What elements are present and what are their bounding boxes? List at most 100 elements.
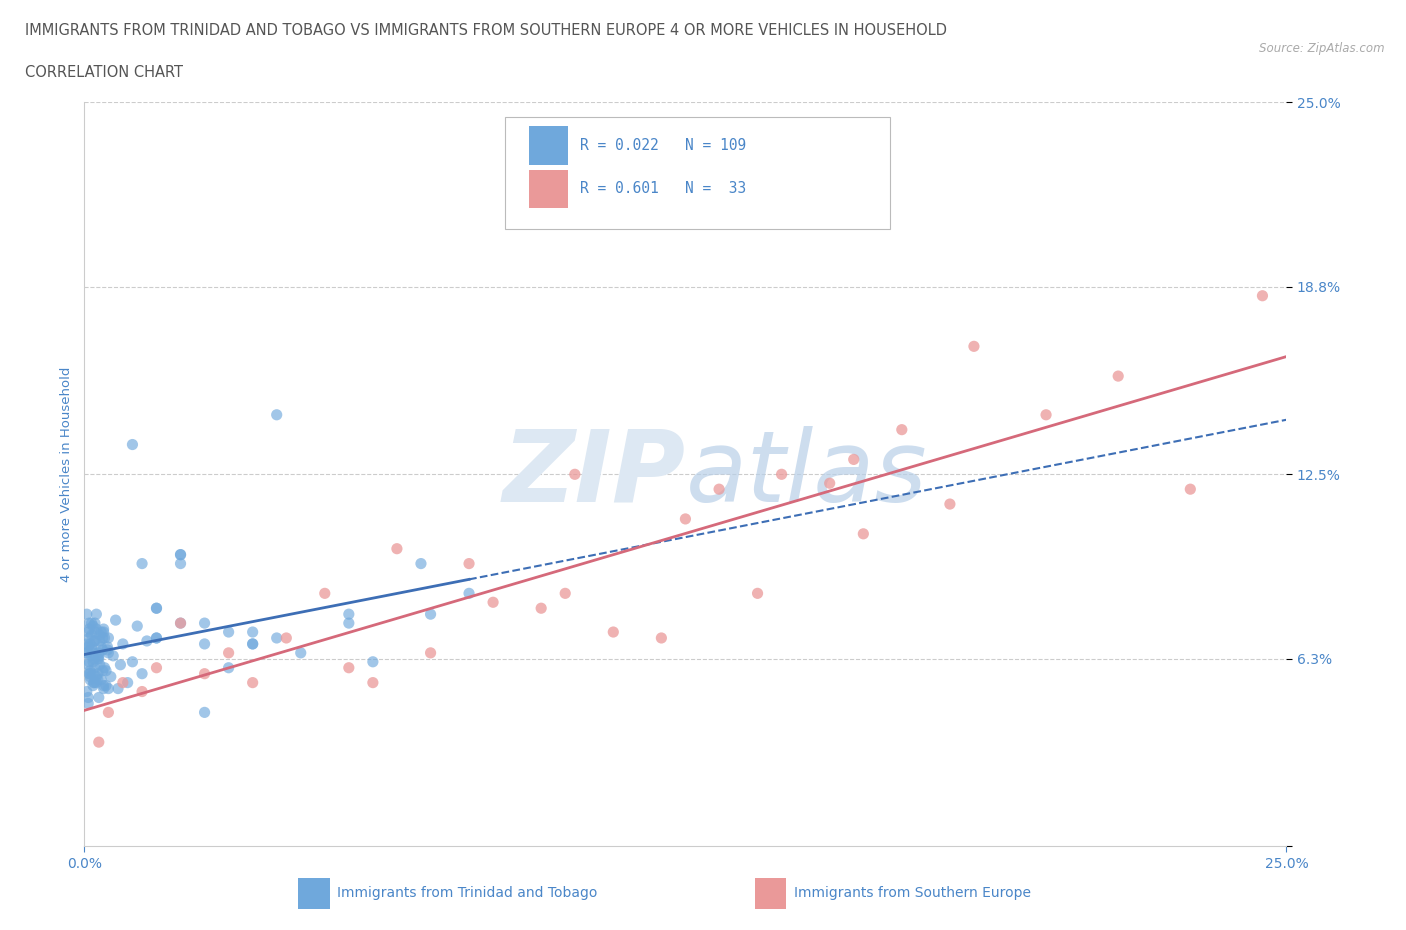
Point bbox=[337, 606, 360, 621]
Point bbox=[79, 663, 101, 678]
Point bbox=[82, 645, 104, 660]
Text: Immigrants from Southern Europe: Immigrants from Southern Europe bbox=[793, 886, 1031, 900]
Point bbox=[145, 601, 167, 616]
Point bbox=[93, 625, 115, 640]
Point bbox=[97, 645, 120, 660]
Point bbox=[1107, 368, 1129, 383]
Point bbox=[242, 675, 264, 690]
Point bbox=[131, 556, 153, 571]
Point bbox=[564, 467, 586, 482]
Point bbox=[76, 645, 98, 660]
Point bbox=[87, 666, 110, 681]
Point bbox=[77, 640, 100, 655]
Point bbox=[169, 616, 191, 631]
Point bbox=[458, 586, 481, 601]
Point bbox=[93, 621, 115, 636]
FancyBboxPatch shape bbox=[505, 117, 890, 229]
Point bbox=[80, 628, 103, 643]
Point bbox=[1035, 407, 1057, 422]
Point bbox=[87, 672, 110, 687]
Point bbox=[77, 625, 100, 640]
Point bbox=[121, 655, 143, 670]
Point bbox=[145, 631, 167, 645]
FancyBboxPatch shape bbox=[529, 126, 568, 165]
Point bbox=[89, 633, 111, 648]
Point bbox=[97, 705, 120, 720]
Text: Source: ZipAtlas.com: Source: ZipAtlas.com bbox=[1260, 42, 1385, 55]
Point bbox=[93, 660, 115, 675]
FancyBboxPatch shape bbox=[755, 878, 786, 909]
Point bbox=[169, 547, 191, 562]
Point bbox=[87, 651, 110, 666]
Point bbox=[77, 631, 100, 645]
Point bbox=[87, 690, 110, 705]
Point bbox=[96, 640, 118, 655]
Point bbox=[218, 660, 240, 675]
Point bbox=[80, 643, 103, 658]
Point bbox=[97, 631, 120, 645]
Point bbox=[290, 645, 312, 660]
Point bbox=[107, 681, 129, 696]
Point bbox=[83, 675, 105, 690]
Point bbox=[83, 651, 105, 666]
Point bbox=[79, 670, 101, 684]
Point bbox=[194, 705, 217, 720]
Point bbox=[87, 651, 110, 666]
Point bbox=[194, 616, 217, 631]
Point bbox=[890, 422, 912, 437]
Point bbox=[93, 678, 115, 693]
Point bbox=[409, 556, 432, 571]
Point bbox=[194, 636, 217, 651]
Point bbox=[602, 625, 624, 640]
Point bbox=[145, 631, 167, 645]
Point bbox=[77, 690, 100, 705]
Point bbox=[91, 643, 114, 658]
Point bbox=[82, 678, 104, 693]
Point bbox=[93, 631, 115, 645]
Point bbox=[77, 658, 100, 672]
Text: ZIP: ZIP bbox=[502, 426, 686, 523]
Point bbox=[419, 645, 441, 660]
Point bbox=[86, 621, 108, 636]
Point bbox=[458, 556, 481, 571]
Point bbox=[1180, 482, 1202, 497]
Point bbox=[90, 640, 112, 655]
Point bbox=[86, 675, 108, 690]
Point bbox=[419, 606, 441, 621]
Point bbox=[93, 681, 115, 696]
Point bbox=[963, 339, 986, 353]
Text: Immigrants from Trinidad and Tobago: Immigrants from Trinidad and Tobago bbox=[337, 886, 598, 900]
Point bbox=[76, 645, 98, 660]
Point bbox=[100, 670, 122, 684]
Point bbox=[939, 497, 962, 512]
Point bbox=[89, 628, 111, 643]
Point bbox=[76, 636, 98, 651]
Point bbox=[770, 467, 793, 482]
Point bbox=[77, 621, 100, 636]
Point bbox=[242, 625, 264, 640]
Point bbox=[91, 631, 114, 645]
Point bbox=[77, 655, 100, 670]
Point bbox=[94, 678, 117, 693]
Point bbox=[194, 666, 217, 681]
Point bbox=[84, 633, 107, 648]
Point bbox=[90, 625, 112, 640]
Point bbox=[554, 586, 576, 601]
Point bbox=[96, 643, 118, 658]
Point bbox=[82, 655, 104, 670]
Point bbox=[86, 606, 108, 621]
Text: R = 0.601   N =  33: R = 0.601 N = 33 bbox=[579, 181, 747, 196]
Point bbox=[169, 616, 191, 631]
Point bbox=[127, 618, 149, 633]
Point bbox=[747, 586, 769, 601]
Point bbox=[1251, 288, 1274, 303]
Point bbox=[90, 672, 112, 687]
Point bbox=[337, 660, 360, 675]
Point bbox=[80, 640, 103, 655]
Point bbox=[650, 631, 672, 645]
Point bbox=[121, 437, 143, 452]
Point bbox=[104, 613, 127, 628]
Point bbox=[111, 675, 134, 690]
Point bbox=[482, 595, 505, 610]
Point bbox=[131, 666, 153, 681]
